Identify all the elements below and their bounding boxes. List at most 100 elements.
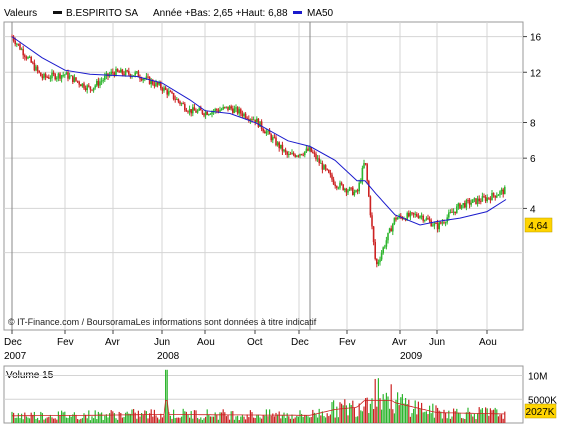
- candle-body: [27, 57, 29, 59]
- volume-bar: [232, 411, 234, 423]
- volume-bar: [49, 414, 51, 423]
- volume-bar: [449, 418, 451, 423]
- volume-bar: [309, 417, 311, 423]
- period-stats: Année +Bas: 2,65 +Haut: 6,88: [153, 8, 288, 19]
- candle-body: [43, 73, 45, 79]
- volume-bar: [187, 414, 189, 423]
- volume-bar: [358, 403, 360, 423]
- candle-body: [80, 84, 82, 87]
- volume-bar: [160, 413, 162, 423]
- candle-body: [288, 154, 290, 155]
- candle-body: [153, 84, 156, 87]
- volume-bar: [379, 398, 381, 423]
- volume-bar: [86, 418, 88, 423]
- x-tick-label: Aou: [197, 337, 215, 348]
- volume-bar: [329, 414, 331, 423]
- candle-body: [468, 200, 471, 205]
- volume-bar: [16, 417, 18, 423]
- volume-bar: [152, 416, 154, 423]
- candle-body: [171, 91, 173, 94]
- candle-body: [220, 109, 223, 111]
- candle-body: [203, 113, 205, 116]
- candle-body: [385, 240, 388, 247]
- candle-body: [313, 152, 316, 154]
- candle-body: [382, 247, 384, 254]
- volume-bar: [163, 415, 165, 423]
- candle-body: [355, 190, 357, 192]
- volume-bar: [429, 405, 431, 423]
- candle-body: [187, 111, 189, 113]
- volume-bar: [128, 413, 130, 423]
- candle-body: [444, 222, 447, 224]
- candle-body: [180, 103, 183, 105]
- candle-body: [376, 258, 378, 265]
- candle-body: [246, 118, 248, 119]
- volume-bar: [193, 410, 195, 423]
- volume-bar: [139, 416, 141, 423]
- volume-bar: [281, 415, 283, 423]
- ma-legend-swatch: [293, 11, 302, 14]
- candle-body: [163, 87, 165, 91]
- candle-body: [436, 223, 439, 230]
- candle-body: [377, 262, 380, 265]
- volume-bar: [149, 413, 151, 423]
- volume-bar: [337, 417, 339, 423]
- candle-body: [289, 154, 292, 155]
- candle-body: [244, 113, 247, 119]
- candle-body: [48, 77, 50, 79]
- x-tick-label: Jun: [429, 337, 445, 348]
- candle-body: [78, 81, 80, 85]
- candle-body: [158, 82, 160, 85]
- candle-body: [300, 154, 303, 155]
- candle-body: [184, 103, 186, 111]
- candle-body: [435, 223, 437, 224]
- volume-bar: [465, 412, 467, 423]
- candle-body: [443, 222, 445, 224]
- candle-body: [123, 73, 125, 76]
- volume-bar: [53, 418, 55, 423]
- volume-bar: [352, 400, 354, 423]
- volume-bar: [291, 414, 293, 423]
- volume-bar: [350, 405, 352, 423]
- volume-bar: [478, 407, 480, 423]
- candle-body: [465, 200, 468, 208]
- volume-bar: [392, 409, 394, 423]
- candle-body: [297, 155, 300, 157]
- candle-body: [380, 253, 383, 260]
- candle-body: [457, 203, 460, 207]
- volume-bar: [262, 415, 264, 423]
- candle-body: [425, 218, 428, 221]
- volume-bar: [165, 369, 167, 423]
- volume-bar: [17, 413, 19, 423]
- valeurs-menu[interactable]: Valeurs: [4, 8, 37, 19]
- volume-bar: [64, 411, 66, 423]
- candle-body: [272, 137, 274, 141]
- volume-bar: [69, 415, 71, 423]
- volume-bar: [280, 418, 282, 423]
- candle-body: [62, 74, 64, 76]
- candle-body: [232, 108, 234, 113]
- volume-bar: [438, 410, 440, 423]
- volume-bar: [251, 412, 253, 423]
- candle-body: [169, 91, 172, 93]
- volume-bar: [441, 418, 443, 423]
- candle-body: [286, 151, 288, 155]
- candle-body: [361, 168, 364, 181]
- volume-bar: [161, 417, 163, 423]
- candle-body: [235, 107, 237, 109]
- candle-body: [76, 80, 79, 82]
- volume-bar: [493, 409, 495, 423]
- volume-bar: [51, 417, 53, 423]
- volume-bar: [229, 419, 231, 423]
- candle-body: [174, 99, 176, 100]
- candle-body: [168, 91, 170, 95]
- candle-body: [136, 71, 138, 73]
- volume-bar: [150, 409, 152, 423]
- candle-body: [257, 118, 260, 127]
- price-plot-area: [3, 21, 524, 331]
- volume-bar: [363, 406, 365, 423]
- volume-bar: [419, 408, 421, 423]
- volume-bar: [72, 414, 74, 423]
- volume-bar: [67, 417, 69, 423]
- candle-body: [145, 76, 148, 79]
